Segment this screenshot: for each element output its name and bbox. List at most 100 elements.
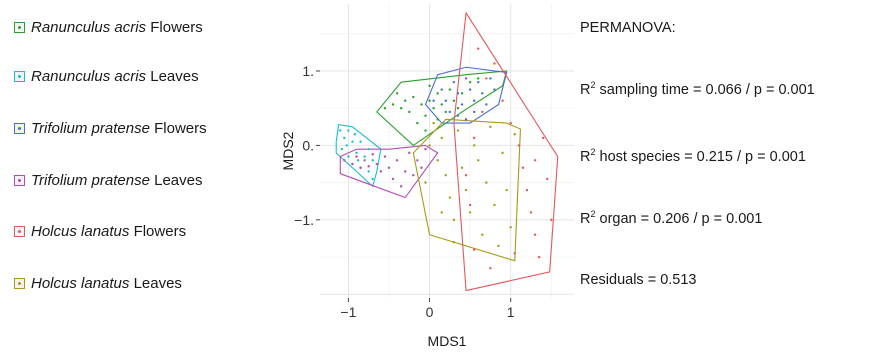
point-ranunculus-acris-leaves (356, 159, 360, 162)
convex-hulls (335, 11, 559, 292)
legend-key-ranunculus-flowers (14, 21, 25, 33)
point-ranunculus-acris-flowers (477, 77, 480, 80)
axis-ticks: −1 0 1 −1. 0. 1. (294, 63, 515, 320)
point-holcus-lanatus-flowers (489, 267, 492, 270)
point-ranunculus-acris-flowers (440, 103, 443, 106)
point-trifolium-pratense-leaves (420, 166, 423, 169)
point-trifolium-pratense-flowers (464, 77, 468, 80)
point-holcus-lanatus-leaves (464, 188, 468, 192)
point-trifolium-pratense-flowers (460, 103, 464, 106)
scatter-points (339, 47, 553, 270)
x-axis-label: MDS1 (428, 333, 467, 349)
stat-text: sampling time = 0.066 / p = 0.001 (595, 81, 815, 98)
legend-species: Ranunculus acris (31, 67, 147, 85)
point-trifolium-pratense-flowers (493, 88, 496, 91)
legend-item-holcus-leaves: Holcus lanatus Leaves (14, 273, 182, 293)
plot-panel (320, 4, 574, 298)
legend-organ: Flowers (133, 222, 187, 240)
r2-superscript: 2 (590, 147, 596, 157)
y-axis-label: MDS2 (280, 131, 296, 170)
point-holcus-lanatus-leaves (477, 159, 480, 162)
legend-organ: Flowers (150, 18, 203, 36)
mds-plot: −1 0 1 −1. 0. 1. MDS1 MDS2 (280, 4, 574, 349)
point-trifolium-pratense-leaves (412, 173, 415, 177)
point-ranunculus-acris-flowers (404, 99, 407, 102)
hull-trifolium-pratense-leaves (339, 144, 439, 199)
point-holcus-lanatus-flowers (525, 188, 529, 192)
point-trifolium-pratense-leaves (371, 153, 374, 156)
point-holcus-lanatus-leaves (452, 218, 456, 222)
point-holcus-lanatus-leaves (513, 133, 516, 136)
point-trifolium-pratense-leaves (355, 155, 358, 158)
point-ranunculus-acris-leaves (339, 129, 342, 132)
point-ranunculus-acris-flowers (383, 107, 387, 110)
point-ranunculus-acris-flowers (428, 99, 431, 102)
point-holcus-lanatus-leaves (489, 125, 492, 129)
permanova-panel: PERMANOVA: R2 sampling time = 0.066 / p … (580, 0, 880, 330)
point-holcus-lanatus-leaves (509, 226, 512, 229)
point-trifolium-pratense-leaves (395, 159, 399, 162)
point-ranunculus-acris-flowers (412, 95, 415, 99)
hull-trifolium-pratense-flowers (424, 66, 508, 124)
y-tick-label: 1. (302, 63, 314, 79)
x-tick-label: 0 (426, 304, 434, 320)
point-holcus-lanatus-flowers (485, 77, 488, 80)
point-trifolium-pratense-leaves (399, 185, 403, 188)
point-holcus-lanatus-leaves (481, 233, 484, 236)
stat-sampling-time: R2 sampling time = 0.066 / p = 0.001 (580, 80, 815, 98)
point-ranunculus-acris-flowers (452, 99, 456, 102)
point-ranunculus-acris-leaves (363, 155, 366, 158)
hull-holcus-lanatus-leaves (412, 118, 522, 262)
point-trifolium-pratense-leaves (383, 155, 387, 158)
point-ranunculus-acris-flowers (416, 121, 419, 125)
r2-superscript: 2 (590, 209, 596, 219)
stat-text: host species = 0.215 / p = 0.001 (595, 148, 806, 165)
stat-text: organ = 0.206 / p = 0.001 (595, 210, 763, 227)
point-holcus-lanatus-leaves (501, 151, 504, 155)
point-ranunculus-acris-flowers (432, 107, 435, 110)
legend-species: Ranunculus acris (31, 18, 147, 36)
point-trifolium-pratense-leaves (367, 165, 370, 168)
point-holcus-lanatus-flowers (533, 159, 537, 162)
point-trifolium-pratense-flowers (485, 103, 488, 106)
point-ranunculus-acris-flowers (468, 80, 472, 84)
point-trifolium-pratense-leaves (387, 166, 391, 169)
r2-superscript: 2 (590, 80, 596, 90)
point-ranunculus-acris-leaves (355, 151, 358, 155)
legend-key-trifolium-flowers (14, 122, 25, 134)
point-holcus-lanatus-flowers (477, 47, 480, 50)
point-ranunculus-acris-flowers (399, 107, 403, 110)
point-ranunculus-acris-leaves (340, 147, 344, 151)
point-holcus-lanatus-flowers (513, 252, 516, 255)
point-ranunculus-acris-leaves (347, 155, 350, 158)
point-ranunculus-acris-flowers (420, 103, 423, 106)
point-holcus-lanatus-flowers (533, 233, 537, 236)
legend-item-trifolium-flowers: Trifolium pratense Flowers (14, 118, 207, 138)
legend-organ: Leaves (133, 274, 182, 292)
point-trifolium-pratense-flowers (464, 118, 468, 121)
stat-host-species: R2 host species = 0.215 / p = 0.001 (580, 147, 806, 165)
point-holcus-lanatus-flowers (481, 110, 484, 114)
point-trifolium-pratense-leaves (359, 166, 362, 169)
point-trifolium-pratense-flowers (477, 80, 480, 84)
legend-item-ranunculus-flowers: Ranunculus acris Flowers (14, 17, 203, 37)
point-ranunculus-acris-leaves (367, 147, 370, 151)
point-trifolium-pratense-flowers (432, 99, 435, 102)
point-trifolium-pratense-flowers (472, 110, 476, 114)
legend-species: Trifolium pratense (31, 171, 150, 189)
legend-species: Holcus lanatus (31, 222, 130, 240)
point-ranunculus-acris-flowers (456, 107, 460, 110)
y-tick-label: 0. (302, 137, 314, 153)
point-holcus-lanatus-leaves (436, 159, 439, 162)
point-holcus-lanatus-flowers (501, 99, 504, 102)
point-holcus-lanatus-leaves (448, 196, 452, 199)
legend-item-ranunculus-leaves: Ranunculus acris Leaves (14, 66, 199, 86)
legend-species: Holcus lanatus (31, 274, 130, 292)
point-holcus-lanatus-leaves (440, 211, 443, 214)
legend-key-holcus-leaves (14, 277, 25, 289)
point-holcus-lanatus-flowers (509, 121, 512, 125)
point-holcus-lanatus-flowers (537, 255, 541, 259)
point-ranunculus-acris-flowers (448, 88, 452, 91)
legend-organ: Leaves (154, 171, 203, 189)
point-trifolium-pratense-leaves (363, 159, 366, 162)
